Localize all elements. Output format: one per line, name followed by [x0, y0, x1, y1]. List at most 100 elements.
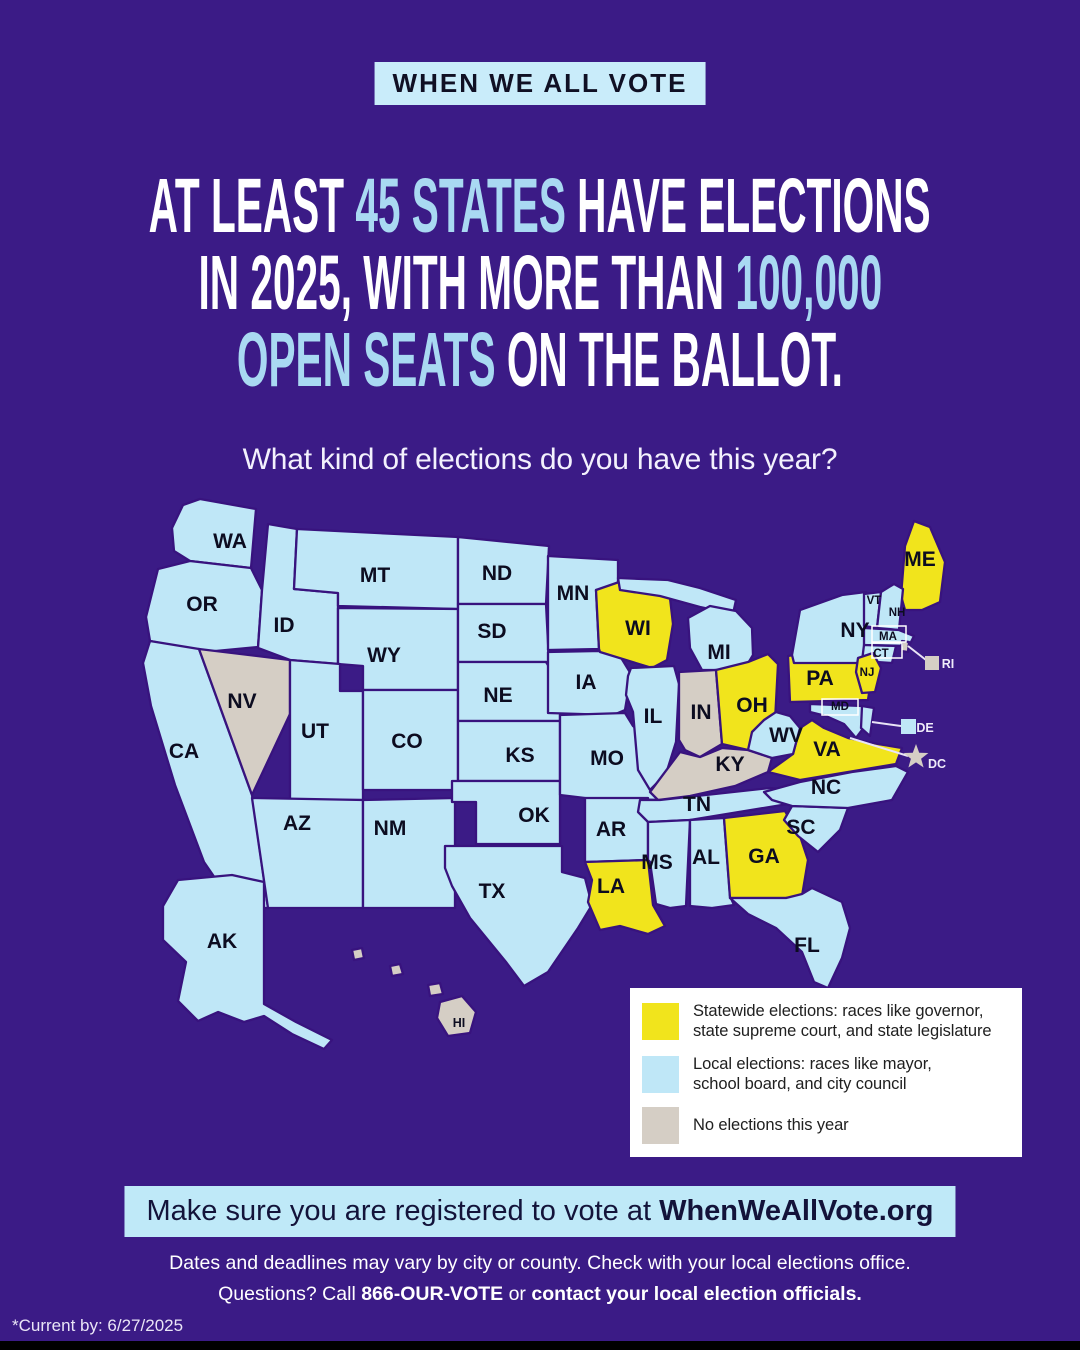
- state-NM: [361, 796, 457, 910]
- headline-line-1: AT LEAST 45 STATES HAVE ELECTIONS: [148, 163, 932, 250]
- state-label-VT: VT: [867, 595, 882, 607]
- footer: Dates and deadlines may vary by city or …: [0, 1248, 1080, 1310]
- state-label-MA: MA: [879, 631, 897, 643]
- state-label-HI: HI: [453, 1016, 466, 1030]
- dc-star-icon: [903, 744, 929, 768]
- state-label-CA: CA: [169, 740, 199, 763]
- state-HI: [426, 981, 445, 998]
- footer-line1: Dates and deadlines may vary by city or …: [169, 1252, 911, 1274]
- state-WV: [746, 710, 802, 760]
- callout-line-DE: [871, 721, 902, 727]
- subtitle-question: What kind of elections do you have this …: [242, 443, 838, 476]
- state-label-OR: OR: [186, 593, 218, 616]
- banner-url: WhenWeAllVote.org: [659, 1195, 934, 1227]
- callout-swatch-RI: [925, 656, 939, 670]
- state-label-AZ: AZ: [283, 812, 311, 835]
- headline: AT LEAST 45 STATES HAVE ELECTIONS IN 2025…: [0, 163, 1080, 404]
- state-NJ: [854, 651, 883, 695]
- state-label-KS: KS: [505, 744, 534, 767]
- state-label-PA: PA: [806, 667, 834, 690]
- state-HI: [388, 962, 405, 978]
- legend-swatch-statewide: [642, 1002, 679, 1040]
- state-FL: [728, 886, 852, 990]
- state-label-MD: MD: [831, 701, 849, 713]
- legend-item-none: No elections this year: [642, 1106, 1008, 1144]
- state-label-CO: CO: [391, 730, 423, 753]
- map-legend: Statewide elections: races like governor…: [630, 988, 1022, 1157]
- state-MI: [686, 604, 755, 672]
- state-DE: [859, 704, 876, 738]
- legend-swatch-none: [642, 1106, 679, 1144]
- state-label-NE: NE: [483, 684, 512, 707]
- state-label-ID: ID: [274, 614, 295, 637]
- callout-label-DE: DE: [916, 721, 933, 735]
- callout-line-DC: [849, 737, 909, 757]
- state-label-NC: NC: [811, 776, 841, 799]
- state-label-NV: NV: [227, 690, 256, 713]
- state-TX: [443, 844, 594, 988]
- state-LA: [583, 858, 667, 936]
- state-label-MI: MI: [707, 641, 730, 664]
- state-ME: [899, 519, 947, 612]
- state-WA: [170, 497, 258, 570]
- label-box-1: [871, 642, 903, 659]
- label-box-2: [821, 698, 859, 716]
- brand-badge: WHEN WE ALL VOTE: [374, 62, 706, 105]
- headline-line-3: OPEN SEATS ON THE BALLOT.: [236, 317, 844, 404]
- bottom-bar: [0, 1341, 1080, 1350]
- state-label-WA: WA: [213, 530, 247, 553]
- callout-swatch-DE: [901, 719, 916, 734]
- state-label-NY: NY: [840, 619, 869, 642]
- state-label-TN: TN: [683, 793, 711, 816]
- legend-item-statewide: Statewide elections: races like governor…: [642, 1001, 1008, 1042]
- label-box-0: [871, 625, 907, 643]
- footer-line2: Questions? Call 866-OUR-VOTE or contact …: [218, 1283, 862, 1305]
- state-label-OH: OH: [736, 694, 768, 717]
- banner-text: Make sure you are registered to vote at: [146, 1195, 660, 1227]
- legend-label: No elections this year: [693, 1116, 849, 1135]
- state-label-KY: KY: [715, 753, 744, 776]
- state-label-IN: IN: [691, 701, 712, 724]
- state-label-NJ: NJ: [860, 667, 875, 679]
- state-AK: [161, 873, 334, 1051]
- state-label-WV: WV: [769, 724, 803, 747]
- legend-item-local: Local elections: races like mayor, schoo…: [642, 1054, 1008, 1095]
- state-NH: [875, 582, 905, 632]
- state-HI: [350, 946, 366, 962]
- state-label-MO: MO: [590, 747, 624, 770]
- legend-swatch-local: [642, 1055, 679, 1093]
- callout-label-RI: RI: [942, 657, 955, 671]
- state-label-MN: MN: [557, 582, 590, 605]
- state-label-IA: IA: [576, 671, 597, 694]
- state-label-NH: NH: [889, 607, 906, 619]
- state-label-TX: TX: [479, 880, 506, 903]
- state-label-AK: AK: [207, 930, 237, 953]
- current-by-note: *Current by: 6/27/2025: [12, 1316, 184, 1335]
- state-HI: [435, 994, 478, 1038]
- state-label-SD: SD: [477, 620, 506, 643]
- state-label-NM: NM: [374, 817, 407, 840]
- state-label-WI: WI: [625, 617, 651, 640]
- state-NC: [762, 764, 910, 810]
- state-label-MS: MS: [641, 851, 673, 874]
- state-label-UT: UT: [301, 720, 329, 743]
- state-label-OK: OK: [518, 804, 550, 827]
- state-label-SC: SC: [786, 816, 815, 839]
- state-label-AR: AR: [596, 818, 626, 841]
- state-label-MT: MT: [360, 564, 390, 587]
- state-IL: [624, 664, 681, 792]
- callout-line-RI: [907, 645, 927, 661]
- state-label-LA: LA: [597, 875, 625, 898]
- headline-line-2: IN 2025, WITH MORE THAN 100,000: [198, 240, 882, 327]
- state-label-CT: CT: [873, 648, 888, 660]
- state-label-VA: VA: [813, 738, 841, 761]
- state-label-AL: AL: [692, 846, 720, 869]
- state-label-ME: ME: [904, 548, 936, 571]
- state-label-GA: GA: [748, 845, 780, 868]
- callout-label-DC: DC: [928, 757, 946, 771]
- state-label-ND: ND: [482, 562, 512, 585]
- state-label-FL: FL: [794, 934, 820, 957]
- legend-label: Local elections: races like mayor, schoo…: [693, 1054, 932, 1094]
- register-banner: Make sure you are registered to vote at …: [124, 1186, 956, 1237]
